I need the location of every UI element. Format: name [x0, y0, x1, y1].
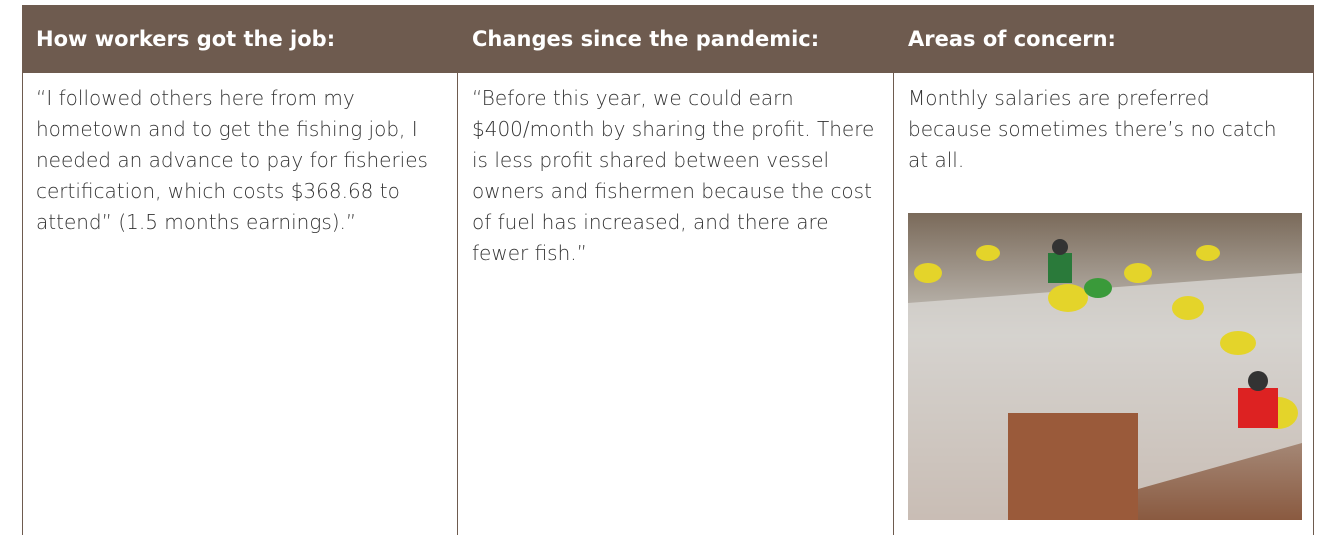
cell-text: Monthly salaries are preferred because s… [908, 86, 1277, 172]
cell-text: “Before this year, we could earn $400/mo… [472, 86, 875, 265]
header-cell: How workers got the job: [22, 5, 457, 73]
column-border [893, 5, 894, 535]
column-border [1313, 5, 1314, 535]
header-cell: Changes since the pandemic: [458, 5, 893, 73]
cell-text: “I followed others here from my hometown… [36, 86, 428, 234]
header-cell: Areas of concern: [894, 5, 1314, 73]
table: How workers got the job: Changes since t… [22, 5, 1314, 535]
column-border [22, 5, 23, 535]
photo [908, 213, 1302, 520]
column-border [457, 5, 458, 535]
